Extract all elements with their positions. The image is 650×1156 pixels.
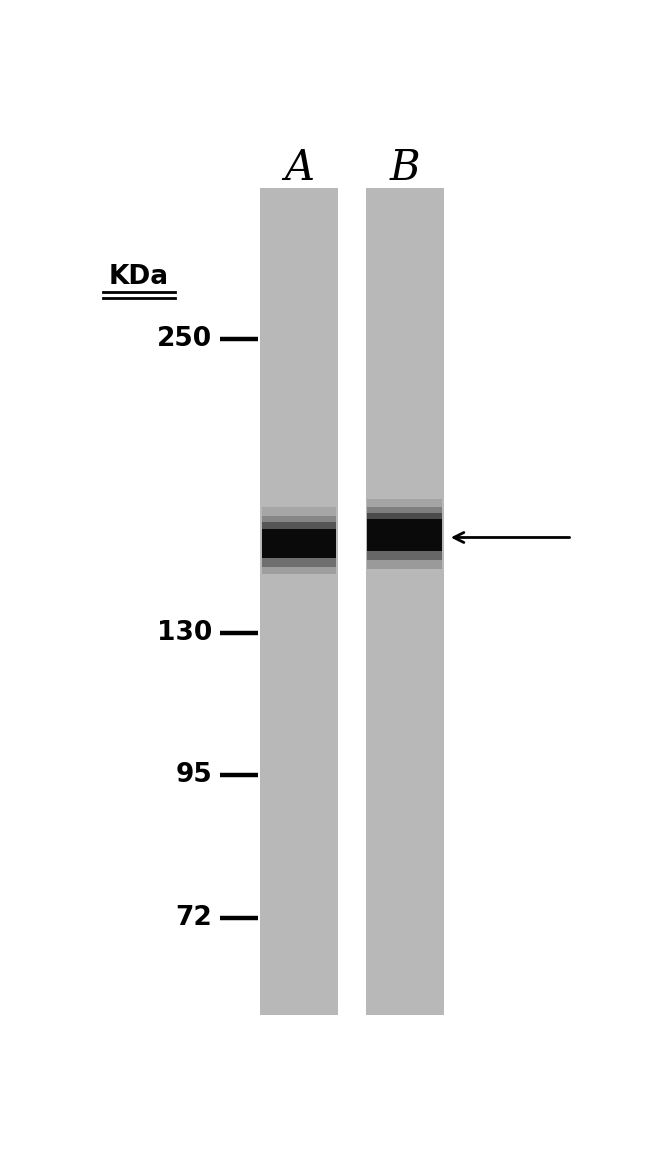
Bar [367,519,443,551]
Bar [262,529,336,558]
Text: A: A [284,147,314,190]
Bar [262,523,336,529]
Bar [366,187,444,1015]
Bar [367,512,443,519]
Text: 95: 95 [176,762,212,788]
Text: KDa: KDa [109,264,169,290]
Bar [367,499,443,519]
Bar [367,551,443,560]
Bar [262,516,336,529]
Text: 250: 250 [157,326,212,351]
Bar [262,507,336,529]
Bar [262,558,336,575]
Text: B: B [389,147,420,190]
Text: 72: 72 [176,905,212,931]
Bar [367,507,443,519]
Text: 130: 130 [157,620,212,646]
Bar [262,558,336,566]
Bar [367,551,443,569]
Bar [260,187,338,1015]
